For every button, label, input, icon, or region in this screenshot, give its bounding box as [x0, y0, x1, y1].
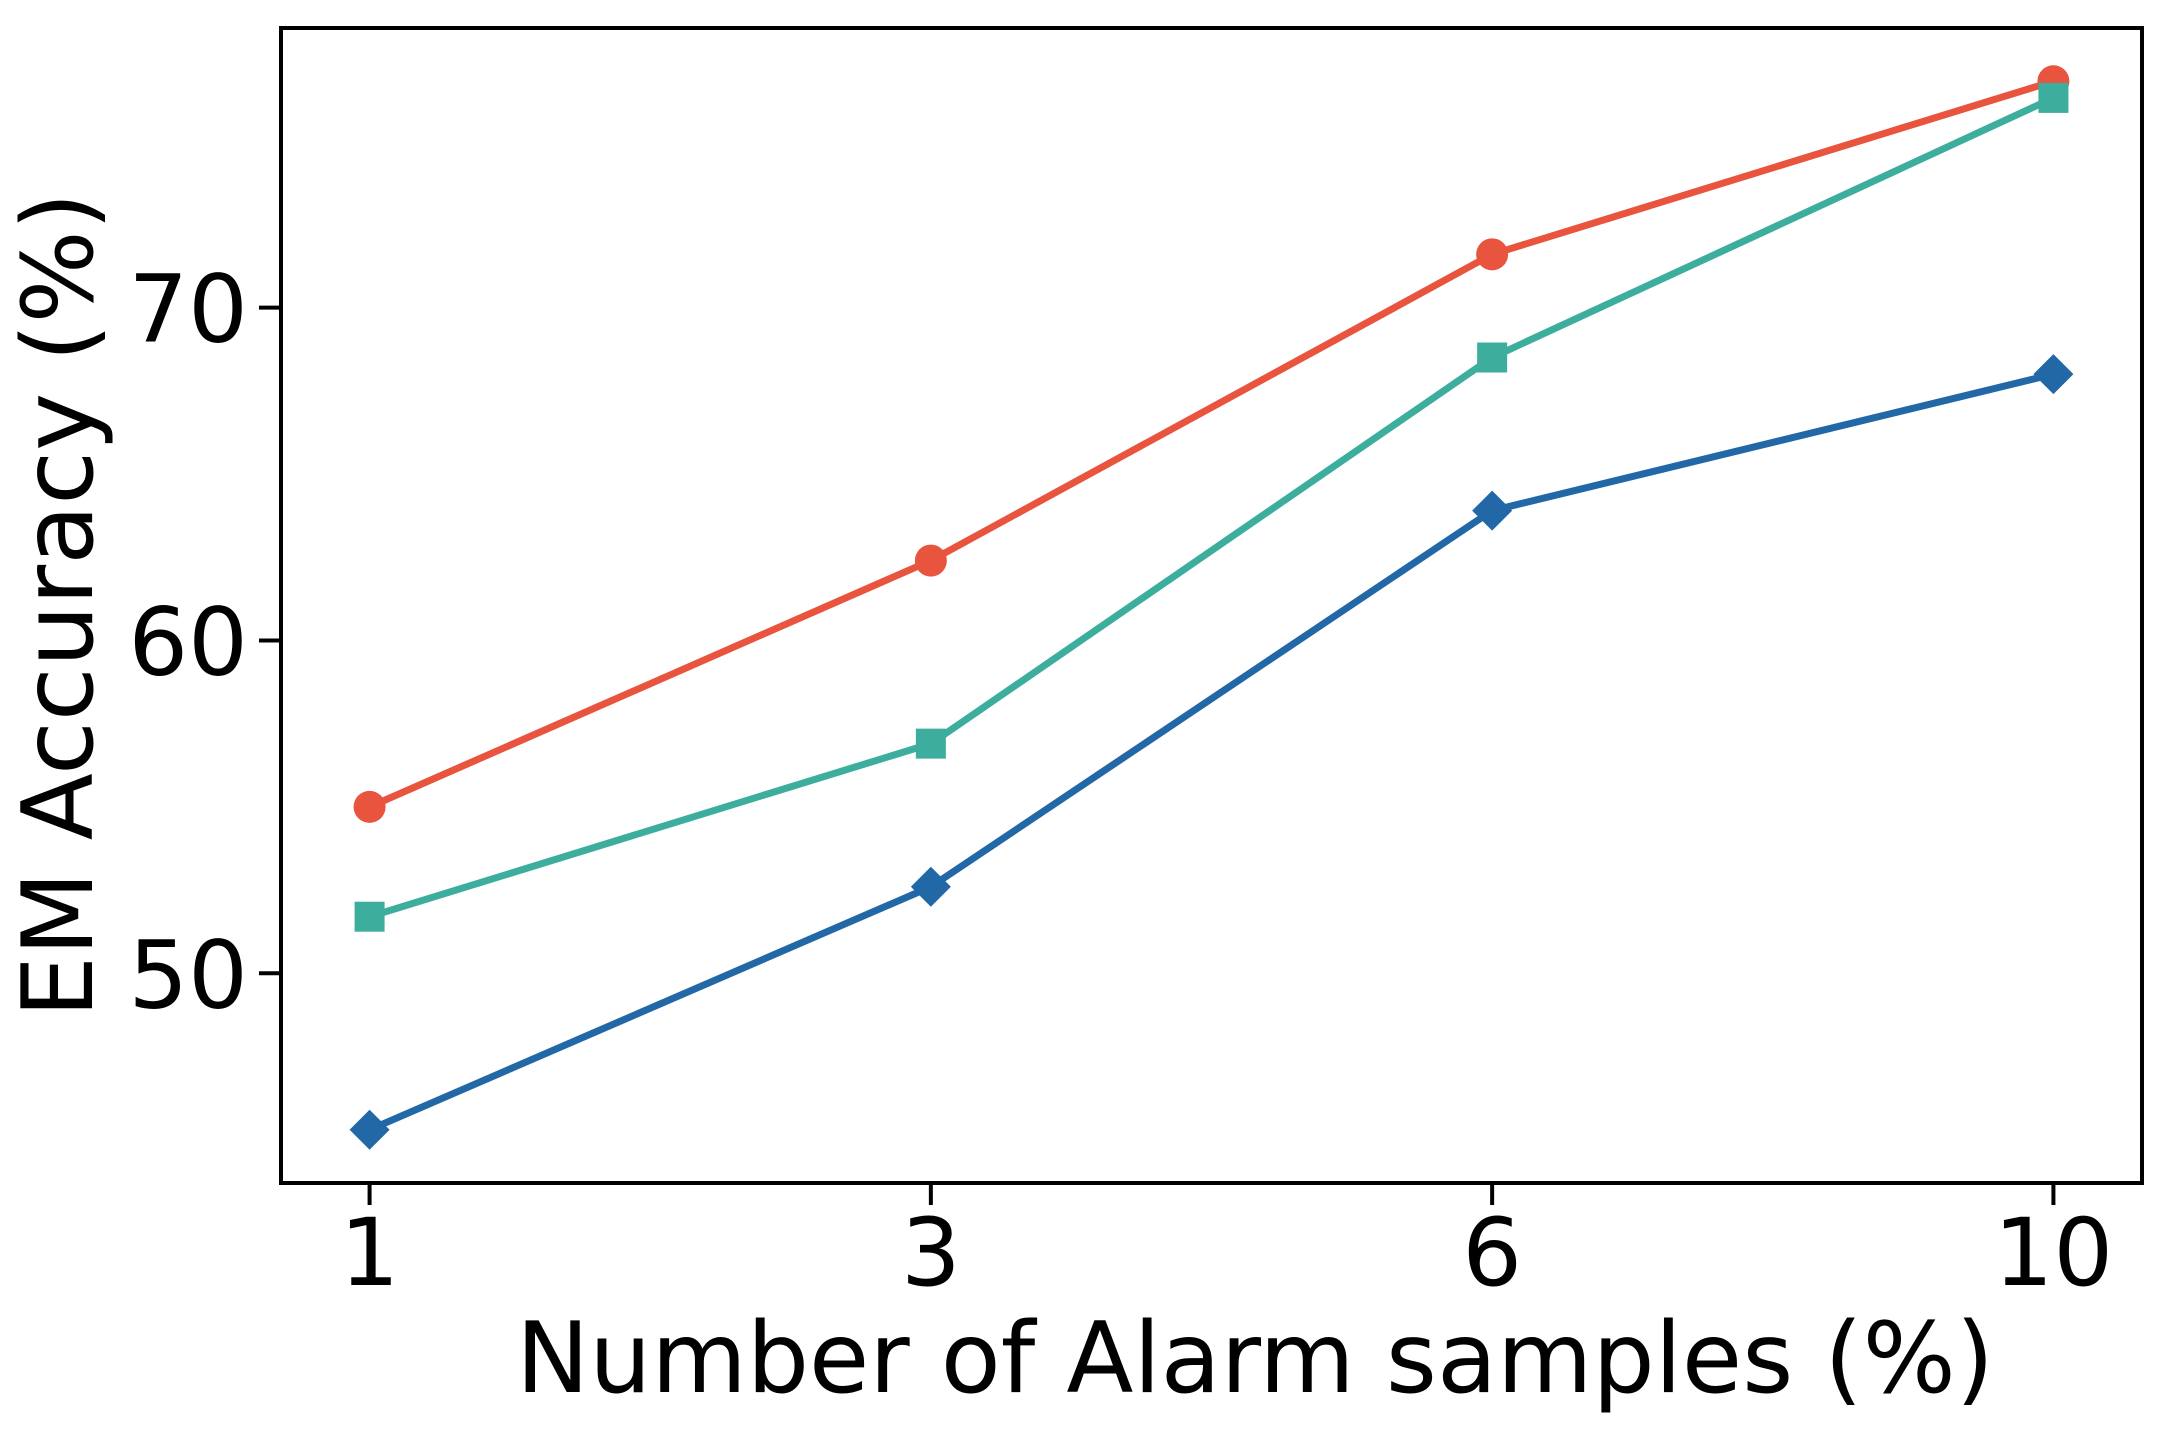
- data-point-square: [354, 901, 385, 932]
- y-tick-label: 60: [128, 588, 248, 697]
- x-tick-label: 3: [901, 1199, 961, 1308]
- data-point-square: [915, 728, 946, 759]
- data-point-diamond: [1472, 490, 1513, 531]
- x-tick-label: 6: [1462, 1199, 1522, 1308]
- blue-diamond-series-line: [368, 370, 2055, 1133]
- data-point-circle: [914, 544, 947, 577]
- red-circle-series-line: [368, 77, 2055, 811]
- data-point-diamond: [910, 866, 951, 907]
- red-circle-series: [353, 65, 2070, 823]
- data-point-square: [1477, 342, 1508, 373]
- data-point-circle: [1476, 238, 1509, 271]
- data-point-square: [2038, 82, 2069, 113]
- y-tick-label: 50: [128, 921, 248, 1030]
- data-point-diamond: [2033, 354, 2074, 395]
- blue-diamond-series: [349, 354, 2074, 1150]
- data-series: [349, 65, 2074, 1150]
- plot-area-border: [279, 26, 2144, 1185]
- x-tick-label: 10: [1994, 1199, 2114, 1308]
- y-axis-label: EM Accuracy (%): [2, 192, 116, 1018]
- teal-square-series-line: [368, 94, 2055, 921]
- y-tick-label: 70: [128, 256, 248, 365]
- x-axis-label: Number of Alarm samples (%): [516, 1302, 1994, 1416]
- x-tick-label: 1: [340, 1199, 400, 1308]
- teal-square-series: [354, 82, 2069, 932]
- data-point-circle: [353, 790, 386, 823]
- axis-ticks: 1 3 6 10 50 60 70: [128, 256, 2113, 1308]
- data-point-diamond: [349, 1109, 390, 1150]
